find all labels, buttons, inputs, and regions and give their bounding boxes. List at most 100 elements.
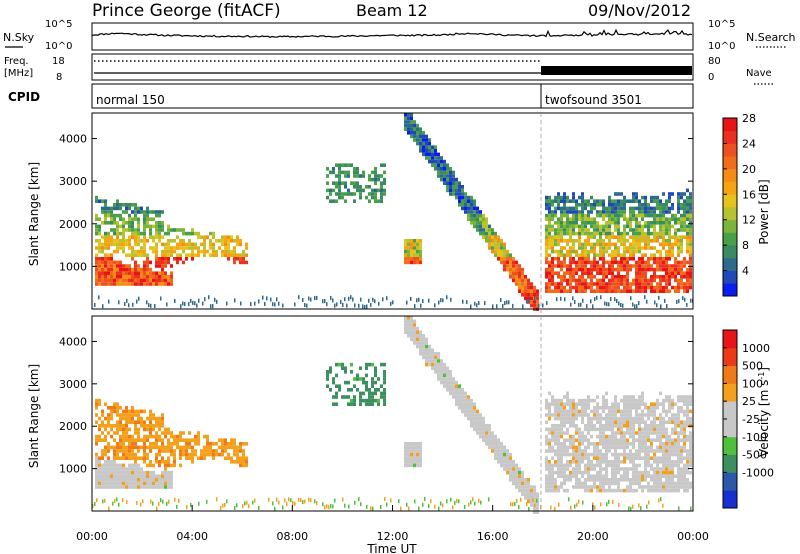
heatmap-cell xyxy=(677,192,680,196)
heatmap-cell xyxy=(629,235,632,239)
heatmap-cell xyxy=(512,264,515,268)
heatmap-cell xyxy=(608,246,611,250)
heatmap-cell xyxy=(605,228,608,232)
heatmap-cell xyxy=(95,246,98,250)
heatmap-cell xyxy=(488,424,491,428)
ground-scatter xyxy=(114,498,116,503)
heatmap-cell xyxy=(650,253,653,257)
heatmap-cell xyxy=(173,456,176,460)
heatmap-cell xyxy=(122,278,125,283)
heatmap-cell xyxy=(644,282,647,286)
heatmap-cell xyxy=(545,253,548,257)
heatmap-cell xyxy=(551,213,554,218)
heatmap-cell xyxy=(137,485,140,489)
ground-scatter xyxy=(518,505,520,509)
heatmap-cell xyxy=(452,174,455,178)
heatmap-cell xyxy=(581,275,584,279)
ground-scatter xyxy=(442,503,444,508)
heatmap-cell xyxy=(125,438,128,442)
heatmap-cell xyxy=(569,442,572,446)
heatmap-cell xyxy=(581,253,584,257)
heatmap-cell xyxy=(668,242,671,247)
ground-scatter xyxy=(528,298,530,303)
heatmap-cell xyxy=(167,456,170,460)
heatmap-cell xyxy=(614,210,617,214)
heatmap-cell xyxy=(407,242,410,247)
ground-scatter xyxy=(414,304,416,309)
heatmap-cell xyxy=(95,267,98,272)
heatmap-cell xyxy=(611,402,614,406)
heatmap-cell xyxy=(422,152,425,157)
heatmap-cell xyxy=(623,445,626,450)
heatmap-cell xyxy=(659,235,662,239)
heatmap-cell xyxy=(458,388,461,392)
heatmap-cell xyxy=(650,278,653,283)
heatmap-cell xyxy=(104,485,107,489)
heatmap-cell xyxy=(632,199,635,203)
heatmap-cell xyxy=(512,460,515,464)
ground-scatter xyxy=(592,502,594,507)
heatmap-cell xyxy=(422,149,425,153)
heatmap-cell xyxy=(149,470,152,475)
heatmap-cell xyxy=(383,391,386,396)
heatmap-cell xyxy=(590,246,593,250)
heatmap-cell xyxy=(329,388,332,392)
heatmap-cell xyxy=(593,456,596,460)
heatmap-cell xyxy=(245,456,248,460)
heatmap-cell xyxy=(134,413,137,417)
ground-scatter xyxy=(302,500,304,504)
heatmap-cell xyxy=(665,474,668,478)
heatmap-cell xyxy=(593,249,596,254)
heatmap-cell xyxy=(470,413,473,417)
heatmap-cell xyxy=(650,474,653,478)
heatmap-cell xyxy=(191,452,194,457)
heatmap-cell xyxy=(116,431,119,435)
heatmap-cell xyxy=(194,434,197,439)
heatmap-cell xyxy=(458,406,461,410)
heatmap-cell xyxy=(131,253,134,257)
heatmap-cell xyxy=(566,488,569,493)
heatmap-cell xyxy=(659,434,662,439)
heatmap-cell xyxy=(371,384,374,388)
heatmap-cell xyxy=(581,257,584,261)
heatmap-cell xyxy=(155,442,158,446)
heatmap-cell xyxy=(677,409,680,414)
heatmap-cell xyxy=(662,449,665,453)
heatmap-cell xyxy=(155,445,158,450)
heatmap-cell xyxy=(686,203,689,207)
heatmap-cell xyxy=(611,438,614,442)
heatmap-cell xyxy=(689,235,692,239)
ground-scatter xyxy=(662,503,664,508)
heatmap-cell xyxy=(488,228,491,232)
heatmap-cell xyxy=(638,271,641,275)
ground-scatter xyxy=(592,304,594,309)
heatmap-cell xyxy=(545,275,548,279)
heatmap-cell xyxy=(554,398,557,403)
ground-scatter xyxy=(690,506,692,511)
heatmap-cell xyxy=(593,442,596,446)
heatmap-cell xyxy=(569,260,572,265)
heatmap-cell xyxy=(158,278,161,283)
heatmap-cell xyxy=(545,206,548,211)
heatmap-cell xyxy=(620,398,623,403)
heatmap-cell xyxy=(590,289,593,293)
heatmap-cell xyxy=(548,488,551,493)
ground-scatter xyxy=(364,305,366,309)
heatmap-cell xyxy=(167,224,170,229)
heatmap-cell xyxy=(146,260,149,265)
heatmap-cell xyxy=(584,213,587,218)
heatmap-cell xyxy=(650,449,653,453)
heatmap-cell xyxy=(461,402,464,406)
heatmap-cell xyxy=(575,456,578,460)
heatmap-cell xyxy=(599,246,602,250)
ground-scatter xyxy=(136,501,138,505)
heatmap-cell xyxy=(668,221,671,225)
heatmap-cell xyxy=(122,228,125,232)
ground-scatter xyxy=(216,497,218,502)
heatmap-cell xyxy=(419,249,422,254)
heatmap-cell xyxy=(551,485,554,489)
heatmap-cell xyxy=(134,452,137,457)
ground-scatter xyxy=(292,501,294,506)
heatmap-cell xyxy=(548,260,551,265)
